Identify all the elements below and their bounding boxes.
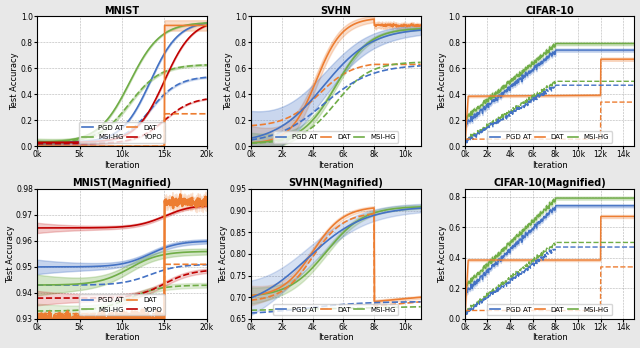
- Legend: PGD AT, DAT, MSI-HG: PGD AT, DAT, MSI-HG: [487, 131, 612, 143]
- Legend: PGD AT, DAT, MSI-HG: PGD AT, DAT, MSI-HG: [487, 304, 612, 315]
- Title: CIFAR-10(Magnified): CIFAR-10(Magnified): [493, 178, 606, 188]
- Legend: PGD AT, MSI-HG, DAT, YOPO: PGD AT, MSI-HG, DAT, YOPO: [79, 294, 164, 315]
- Y-axis label: Test Accuracy: Test Accuracy: [220, 225, 228, 283]
- X-axis label: Iteration: Iteration: [104, 333, 140, 342]
- X-axis label: Iteration: Iteration: [532, 161, 568, 170]
- Y-axis label: Test Accuracy: Test Accuracy: [6, 225, 15, 283]
- Y-axis label: Test Accuracy: Test Accuracy: [438, 53, 447, 110]
- Legend: PGD AT, MSI-HG, DAT, YOPO: PGD AT, MSI-HG, DAT, YOPO: [79, 122, 164, 143]
- X-axis label: Iteration: Iteration: [318, 333, 354, 342]
- Title: CIFAR-10: CIFAR-10: [525, 6, 574, 16]
- Y-axis label: Test Accuracy: Test Accuracy: [438, 225, 447, 283]
- Legend: PGD AT, DAT, MSI-HG: PGD AT, DAT, MSI-HG: [273, 304, 398, 315]
- X-axis label: Iteration: Iteration: [532, 333, 568, 342]
- Y-axis label: Test Accuracy: Test Accuracy: [10, 53, 19, 110]
- Title: MNIST: MNIST: [104, 6, 140, 16]
- Title: SVHN(Magnified): SVHN(Magnified): [289, 178, 383, 188]
- Legend: PGD AT, DAT, MSI-HG: PGD AT, DAT, MSI-HG: [273, 131, 398, 143]
- Title: MNIST(Magnified): MNIST(Magnified): [72, 178, 172, 188]
- Y-axis label: Test Accuracy: Test Accuracy: [224, 53, 233, 110]
- Title: SVHN: SVHN: [321, 6, 351, 16]
- X-axis label: Iteration: Iteration: [104, 161, 140, 170]
- X-axis label: Iteration: Iteration: [318, 161, 354, 170]
